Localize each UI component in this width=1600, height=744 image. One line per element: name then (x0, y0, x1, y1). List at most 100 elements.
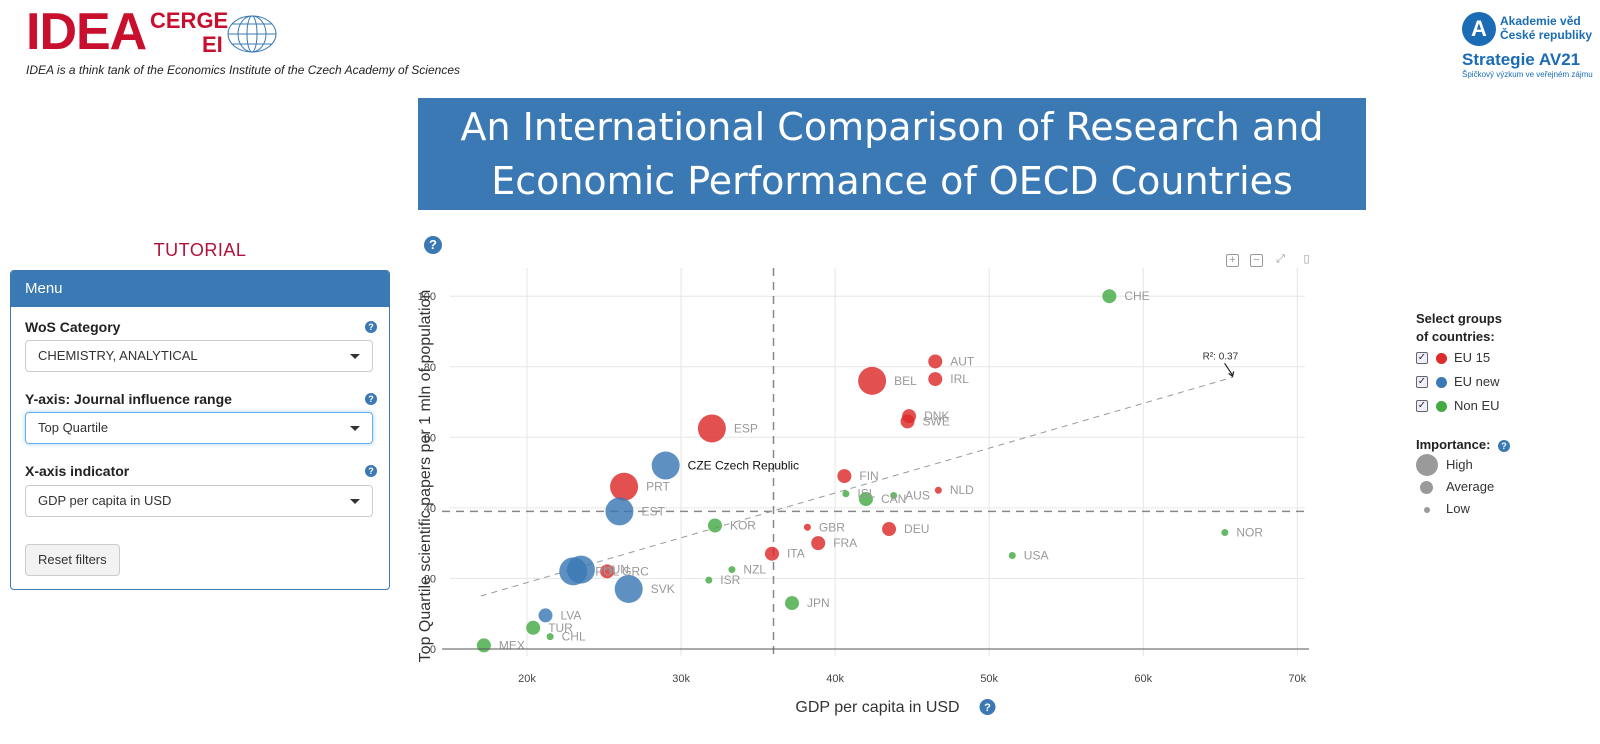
title-line-1: An International Comparison of Research … (460, 105, 1324, 149)
point-deu (882, 522, 897, 537)
label-nor: NOR (1236, 526, 1263, 540)
y-tick-label: 60 (424, 432, 436, 444)
x-tick-label: 20k (518, 673, 536, 685)
yaxis-help-icon[interactable]: ? (365, 393, 377, 405)
r2-label: R²: 0.37 (1203, 351, 1239, 362)
y-tick-label: 80 (424, 362, 436, 374)
checkbox-icon[interactable]: ✓ (1416, 352, 1428, 364)
x-tick-label: 70k (1288, 673, 1306, 685)
zoom-in-icon[interactable]: + (1226, 254, 1239, 267)
label-fra: FRA (833, 536, 857, 550)
label-isl: ISL (857, 487, 875, 501)
point-usa (1008, 551, 1016, 559)
av-name-line1: Akademie věd (1500, 14, 1581, 28)
pdf-export-icon[interactable]: ▯ (1303, 253, 1310, 265)
point-nor (1221, 529, 1229, 537)
xaxis-select[interactable]: GDP per capita in USD (25, 485, 373, 517)
label-gbr: GBR (819, 520, 845, 534)
point-esp (697, 414, 726, 443)
importance-low-label: Low (1446, 501, 1470, 516)
chart-help-icon[interactable]: ? (424, 236, 442, 254)
label-aus: AUS (905, 489, 930, 503)
label-est: EST (641, 504, 665, 518)
reset-filters-button[interactable]: Reset filters (25, 544, 120, 576)
point-pol (559, 557, 588, 586)
label-mex: MEX (499, 638, 525, 652)
point-cze (651, 451, 680, 480)
chevron-down-icon (350, 499, 360, 504)
chevron-down-icon (350, 426, 360, 431)
legend-label: Non EU (1454, 398, 1500, 413)
label-svk: SVK (651, 582, 675, 596)
label-pol: POL (595, 564, 619, 578)
legend-group-eunew[interactable]: ✓ EU new (1416, 370, 1586, 394)
legend-label: EU 15 (1454, 350, 1491, 365)
logo-idea-text: IDEA (26, 3, 147, 61)
point-irl (928, 372, 943, 387)
importance-low-dot (1424, 507, 1430, 513)
av21-logo[interactable]: A Akademie věd České republiky Strategie… (1462, 12, 1594, 82)
x-tick-label: 40k (826, 673, 844, 685)
point-jpn (785, 596, 799, 611)
y-axis-title: Top Quartile scientific papers per 1 mln… (417, 290, 434, 663)
checkbox-icon[interactable]: ✓ (1416, 376, 1428, 388)
eu15-color-dot (1436, 353, 1447, 364)
point-ita (764, 546, 779, 561)
label-chl: CHL (562, 630, 586, 644)
yaxis-select[interactable]: Top Quartile (25, 412, 373, 444)
importance-help-icon[interactable]: ? (1498, 440, 1511, 452)
legend-group-noneu[interactable]: ✓ Non EU (1416, 394, 1586, 418)
x-axis-title: GDP per capita in USD (795, 699, 959, 716)
label-nld: NLD (950, 483, 974, 497)
tutorial-link[interactable]: TUTORIAL (153, 240, 247, 260)
zoom-out-icon[interactable]: − (1250, 254, 1263, 267)
point-chl (546, 633, 554, 641)
point-fra (811, 536, 826, 551)
importance-average-dot (1420, 481, 1433, 494)
point-lva (538, 608, 553, 623)
y-tick-label: 40 (424, 503, 436, 515)
point-svk (614, 574, 643, 603)
av-name-line2: České republiky (1500, 28, 1593, 42)
yaxis-value: Top Quartile (38, 420, 109, 435)
r2-arrowhead (1228, 371, 1235, 378)
point-isl (842, 490, 850, 498)
label-jpn: JPN (807, 596, 830, 610)
label-ita: ITA (787, 547, 805, 561)
label-kor: KOR (730, 518, 756, 532)
label-lva: LVA (561, 608, 582, 622)
wos-help-icon[interactable]: ? (365, 321, 377, 333)
xaxis-help-icon (979, 699, 996, 715)
xaxis-help-icon[interactable]: ? (365, 465, 377, 477)
label-esp: ESP (734, 421, 758, 435)
point-grc (600, 564, 615, 579)
reset-zoom-icon[interactable]: ⤢ (1276, 253, 1285, 265)
av-subtitle: Špičkový výzkum ve veřejném zájmu (1462, 70, 1593, 79)
label-deu: DEU (904, 522, 929, 536)
importance-high-label: High (1446, 457, 1473, 472)
label-hun: HUN (603, 563, 629, 577)
idea-cerge-logo[interactable]: IDEA CERGE EI (26, 3, 277, 66)
groups-title-1: Select groups (1416, 311, 1502, 326)
label-bel: BEL (894, 374, 917, 388)
wos-category-select[interactable]: CHEMISTRY, ANALYTICAL (25, 340, 373, 372)
point-tur (526, 620, 541, 635)
point-mex (476, 638, 491, 653)
r2-arrow (1224, 363, 1234, 376)
x-tick-label: 50k (980, 673, 998, 685)
av-name: Akademie věd České republiky (1500, 14, 1592, 42)
point-nzl (728, 566, 736, 574)
point-gbr (803, 523, 811, 531)
eunew-color-dot (1436, 377, 1447, 388)
wos-category-value: CHEMISTRY, ANALYTICAL (38, 348, 198, 363)
legend-group-eu15[interactable]: ✓ EU 15 (1416, 346, 1586, 370)
checkbox-icon[interactable]: ✓ (1416, 400, 1428, 412)
xaxis-value: GDP per capita in USD (38, 493, 172, 508)
groups-title-2: of countries: (1416, 329, 1495, 344)
label-dnk: DNK (924, 409, 949, 423)
label-prt: PRT (646, 480, 670, 494)
menu-panel: Menu WoS Category ? CHEMISTRY, ANALYTICA… (10, 270, 390, 590)
tagline: IDEA is a think tank of the Economics In… (26, 63, 460, 77)
point-kor (707, 518, 722, 533)
label-aut: AUT (950, 354, 975, 368)
